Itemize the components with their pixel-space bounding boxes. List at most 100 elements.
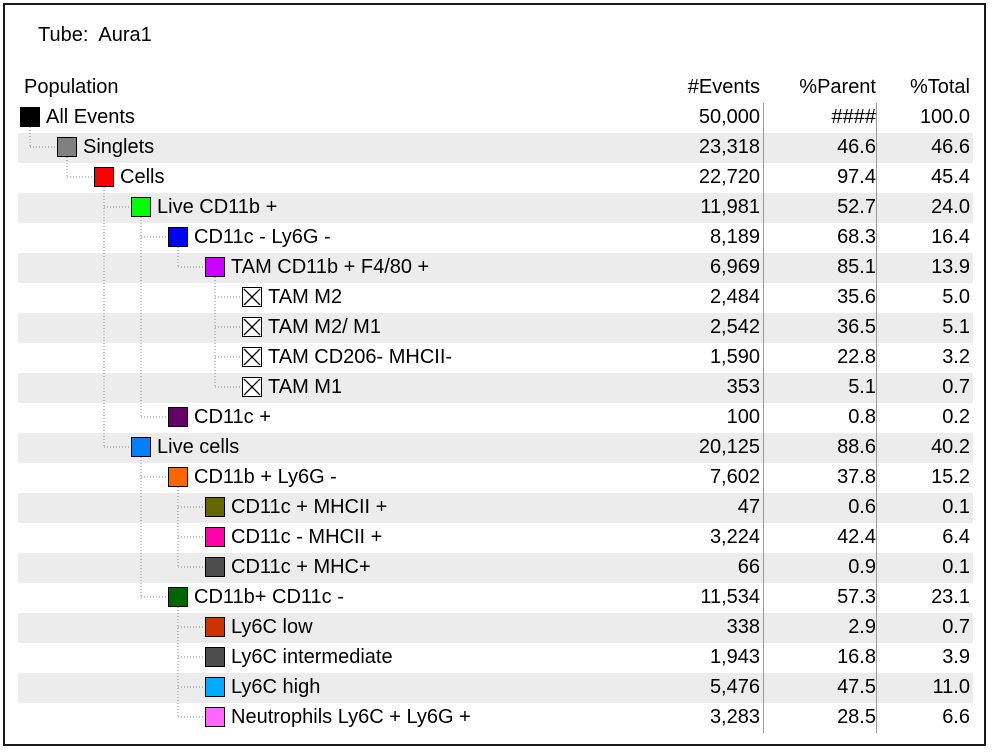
parent-percent-value: #### — [831, 106, 877, 128]
events-value: 1,590 — [709, 346, 760, 368]
events-value: 6,969 — [709, 256, 760, 278]
population-row[interactable]: CD11c + MHCII + 47 0.6 0.1 — [18, 493, 973, 523]
total-percent-value: 5.1 — [942, 316, 970, 338]
total-percent-value: 0.7 — [942, 616, 970, 638]
population-row[interactable]: CD11c - MHCII + 3,224 42.4 6.4 — [18, 523, 973, 553]
parent-percent-value: 0.8 — [848, 406, 876, 428]
population-row[interactable]: CD11c - Ly6G - 8,189 68.3 16.4 — [18, 223, 973, 253]
parent-percent-value: 52.7 — [837, 196, 876, 218]
parent-percent-value: 5.1 — [848, 376, 876, 398]
population-row[interactable]: Neutrophils Ly6C + Ly6G + 3,283 28.5 6.6 — [18, 703, 973, 733]
population-row[interactable]: CD11b + Ly6G - 7,602 37.8 15.2 — [18, 463, 973, 493]
total-percent-value: 24.0 — [931, 196, 970, 218]
events-value: 23,318 — [698, 136, 760, 158]
total-percent-value: 6.4 — [942, 526, 970, 548]
total-percent-value: 13.9 — [931, 256, 970, 278]
population-row[interactable]: TAM M2 2,484 35.6 5.0 — [18, 283, 973, 313]
events-value: 3,224 — [709, 526, 760, 548]
population-row[interactable]: Cells 22,720 97.4 45.4 — [18, 163, 973, 193]
population-label: Ly6C high — [231, 676, 321, 698]
events-value: 338 — [726, 616, 760, 638]
events-value: 100 — [726, 406, 760, 428]
column-divider — [876, 103, 877, 733]
gate-box-icon — [242, 377, 262, 397]
events-value: 20,125 — [698, 436, 760, 458]
parent-percent-value: 47.5 — [837, 676, 876, 698]
column-header-population[interactable]: Population — [24, 76, 119, 98]
tube-name: Aura1 — [98, 24, 152, 46]
color-swatch — [20, 107, 40, 127]
population-row[interactable]: CD11c + MHC+ 66 0.9 0.1 — [18, 553, 973, 583]
color-swatch — [57, 137, 77, 157]
population-row[interactable]: Ly6C low 338 2.9 0.7 — [18, 613, 973, 643]
total-percent-value: 11.0 — [932, 676, 970, 698]
population-row[interactable]: Singlets 23,318 46.6 46.6 — [18, 133, 973, 163]
gate-box-icon — [242, 287, 262, 307]
color-swatch — [168, 227, 188, 247]
total-percent-value: 0.1 — [942, 556, 970, 578]
population-row[interactable]: All Events 50,000 #### 100.0 — [18, 103, 973, 133]
column-header-total[interactable]: %Total — [909, 76, 970, 98]
population-label: Neutrophils Ly6C + Ly6G + — [231, 706, 471, 728]
tube-label: Tube: — [38, 24, 89, 46]
total-percent-value: 0.1 — [942, 496, 970, 518]
parent-percent-value: 2.9 — [848, 616, 876, 638]
parent-percent-value: 42.4 — [837, 526, 876, 548]
parent-percent-value: 88.6 — [837, 436, 876, 458]
events-value: 66 — [737, 556, 760, 578]
population-label: TAM CD11b + F4/80 + — [231, 256, 430, 278]
parent-percent-value: 35.6 — [837, 286, 876, 308]
total-percent-value: 23.1 — [931, 586, 970, 608]
parent-percent-value: 0.6 — [848, 496, 876, 518]
population-label: CD11c - MHCII + — [231, 526, 383, 548]
parent-percent-value: 22.8 — [837, 346, 876, 368]
color-swatch — [205, 557, 225, 577]
population-row[interactable]: Live CD11b + 11,981 52.7 24.0 — [18, 193, 973, 223]
color-swatch — [131, 437, 151, 457]
tube-title: Tube: Aura1 — [38, 24, 152, 47]
events-value: 2,484 — [709, 286, 760, 308]
parent-percent-value: 68.3 — [837, 226, 876, 248]
parent-percent-value: 16.8 — [837, 646, 876, 668]
population-label: CD11c + — [194, 406, 271, 428]
color-swatch — [205, 617, 225, 637]
population-label: CD11c - Ly6G - — [194, 226, 331, 248]
column-divider — [763, 103, 764, 733]
population-label: CD11b + Ly6G - — [194, 466, 337, 488]
population-label: CD11c + MHCII + — [231, 496, 388, 518]
gate-box-icon — [242, 347, 262, 367]
population-row[interactable]: TAM CD206- MHCII- 1,590 22.8 3.2 — [18, 343, 973, 373]
parent-percent-value: 28.5 — [837, 706, 876, 728]
total-percent-value: 40.2 — [931, 436, 970, 458]
color-swatch — [168, 467, 188, 487]
population-row[interactable]: CD11b+ CD11c - 11,534 57.3 23.1 — [18, 583, 973, 613]
events-value: 2,542 — [709, 316, 760, 338]
population-label: TAM M2 — [268, 286, 343, 308]
color-swatch — [168, 407, 188, 427]
events-value: 3,283 — [709, 706, 760, 728]
population-label: Live CD11b + — [157, 196, 278, 218]
parent-percent-value: 37.8 — [837, 466, 876, 488]
parent-percent-value: 0.9 — [848, 556, 876, 578]
population-row[interactable]: Live cells 20,125 88.6 40.2 — [18, 433, 973, 463]
population-row[interactable]: CD11c + 100 0.8 0.2 — [18, 403, 973, 433]
color-swatch — [205, 527, 225, 547]
total-percent-value: 5.0 — [942, 286, 970, 308]
total-percent-value: 3.2 — [942, 346, 970, 368]
events-value: 50,000 — [698, 106, 760, 128]
population-row[interactable]: Ly6C high 5,476 47.5 11.0 — [18, 673, 973, 703]
events-value: 11,534 — [700, 586, 760, 608]
parent-percent-value: 97.4 — [837, 166, 876, 188]
population-row[interactable]: TAM M2/ M1 2,542 36.5 5.1 — [18, 313, 973, 343]
population-label: Ly6C intermediate — [231, 646, 393, 668]
total-percent-value: 0.2 — [942, 406, 970, 428]
population-label: Singlets — [83, 136, 155, 158]
total-percent-value: 100.0 — [919, 106, 970, 128]
column-header-events[interactable]: #Events — [687, 76, 760, 98]
population-row[interactable]: TAM M1 353 5.1 0.7 — [18, 373, 973, 403]
column-header-parent[interactable]: %Parent — [799, 76, 876, 98]
parent-percent-value: 46.6 — [837, 136, 876, 158]
population-row[interactable]: Ly6C intermediate 1,943 16.8 3.9 — [18, 643, 973, 673]
color-swatch — [205, 707, 225, 727]
population-row[interactable]: TAM CD11b + F4/80 + 6,969 85.1 13.9 — [18, 253, 973, 283]
